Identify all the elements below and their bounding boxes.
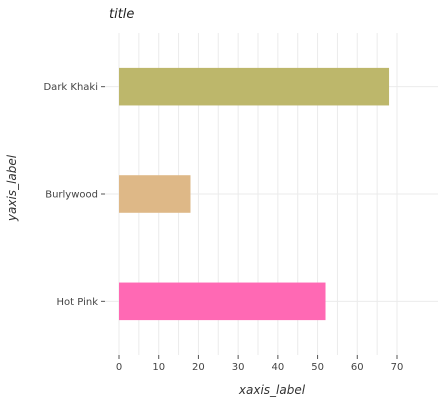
y-tick-label: Burlywood (45, 190, 98, 201)
bar-dark-khaki (119, 67, 390, 106)
y-axis-title: yaxis_label (5, 154, 19, 222)
y-tick-label: Dark Khaki (43, 82, 98, 93)
x-axis-title: xaxis_label (238, 383, 306, 397)
bar-burlywood (119, 175, 191, 213)
y-tick-label: Hot Pink (57, 297, 99, 308)
x-tick-label: 50 (311, 362, 324, 373)
chart-title: title (109, 7, 134, 22)
x-tick-label: 40 (271, 362, 284, 373)
x-tick-label: 20 (192, 362, 205, 373)
x-tick-label: 0 (116, 362, 122, 373)
x-tick-label: 60 (351, 362, 364, 373)
x-tick-label: 10 (152, 362, 165, 373)
bar-hot-pink (119, 282, 326, 321)
x-tick-label: 70 (391, 362, 404, 373)
bars (119, 67, 390, 321)
x-tick-label: 30 (232, 362, 245, 373)
x-axis-ticks: 0 10 20 30 40 50 60 70 (116, 355, 404, 373)
y-axis-ticks: Hot Pink Burlywood Dark Khaki (43, 82, 105, 308)
